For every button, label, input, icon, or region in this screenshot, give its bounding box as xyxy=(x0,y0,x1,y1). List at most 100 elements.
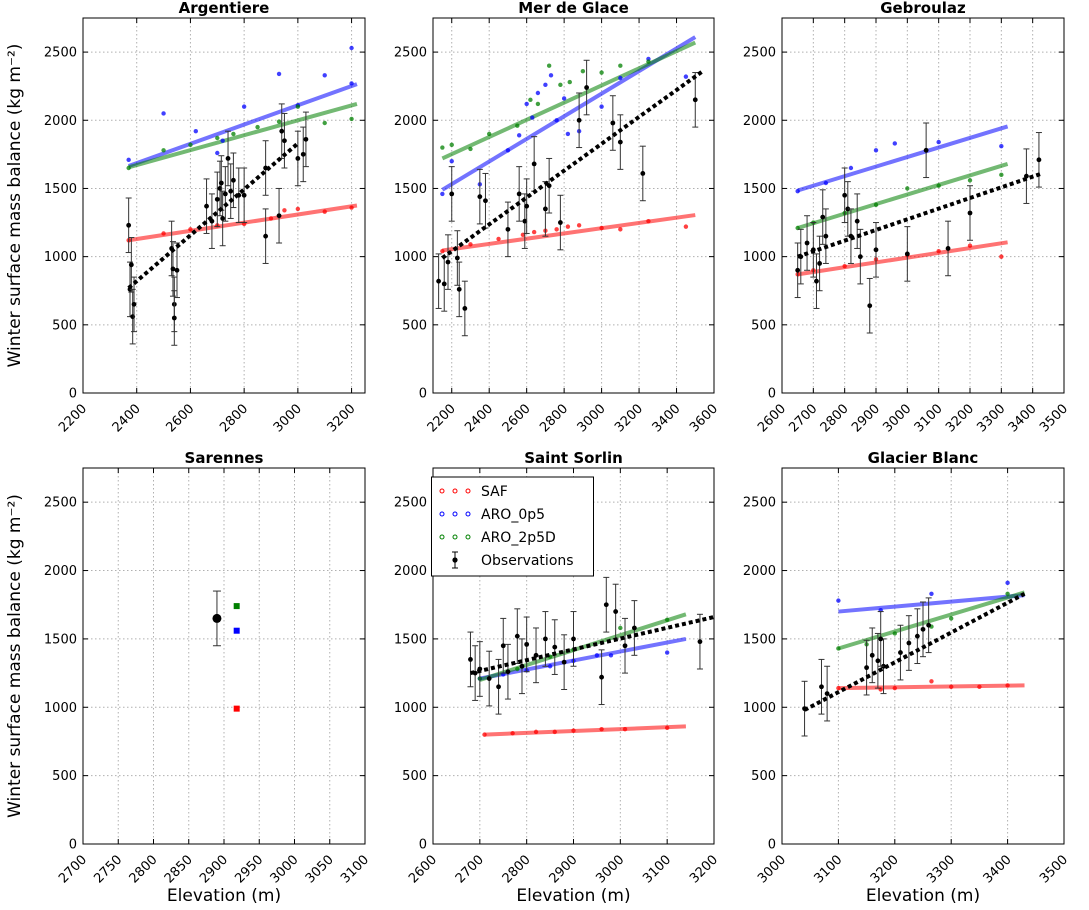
obs-point xyxy=(170,266,176,272)
x-tick-label: 3100 xyxy=(338,852,372,886)
obs-point xyxy=(845,206,851,212)
obs-point-large xyxy=(212,613,222,623)
saf-point xyxy=(683,224,689,229)
saf-point xyxy=(482,732,487,737)
obs-point xyxy=(561,659,567,665)
obs-point xyxy=(454,255,460,261)
panel-title: Gebroulaz xyxy=(880,0,966,17)
obs-point xyxy=(820,214,826,220)
obs-point xyxy=(584,85,590,90)
y-tick-label: 1000 xyxy=(394,701,427,716)
x-tick-label: 2850 xyxy=(162,852,196,886)
obs-point xyxy=(824,691,830,696)
saf-point xyxy=(967,243,973,248)
aro0p5-point xyxy=(543,82,548,88)
x-tick-label: 3200 xyxy=(687,852,721,886)
saf-point xyxy=(836,685,841,691)
x-tick-label: 2700 xyxy=(56,852,90,886)
saf-point xyxy=(571,728,576,733)
aro2p5-point xyxy=(349,116,354,122)
aro0p5-point xyxy=(535,90,541,96)
aro2p5-point xyxy=(515,666,520,672)
aro2p5-point xyxy=(836,646,841,651)
x-tick-label: 2200 xyxy=(56,401,90,435)
aro2p5-point xyxy=(126,165,131,171)
panel-title: Saint Sorlin xyxy=(524,449,623,467)
y-tick-label: 2500 xyxy=(743,496,776,511)
obs-point xyxy=(869,652,875,658)
aro2p5-point xyxy=(322,120,327,126)
legend-aro0p5-marker xyxy=(452,511,458,517)
x-tick-label: 3500 xyxy=(1037,401,1071,435)
obs-point xyxy=(276,213,282,219)
obs-point xyxy=(524,203,530,209)
aro0p5-fit-line xyxy=(479,636,687,681)
aro2p5-point xyxy=(528,97,533,103)
aro0p5-point xyxy=(530,115,535,120)
y-tick-label: 500 xyxy=(52,318,77,333)
y-tick-label: 2500 xyxy=(394,496,427,511)
y-tick-label: 1500 xyxy=(44,632,77,647)
obs-point xyxy=(622,643,628,649)
obs-point xyxy=(477,194,483,200)
aro2p5-fit-line xyxy=(837,590,1026,651)
saf-point xyxy=(468,242,473,247)
obs-point xyxy=(814,278,819,284)
obs-point xyxy=(128,262,134,268)
aro0p5-point xyxy=(594,653,600,658)
obs-point xyxy=(524,641,530,647)
obs-point xyxy=(864,665,869,671)
y-tick-label: 1500 xyxy=(44,182,77,197)
x-tick-label: 3000 xyxy=(755,852,789,886)
aro2p5-point xyxy=(618,625,623,631)
aro0p5-point xyxy=(548,73,554,78)
aro0p5-point xyxy=(683,74,689,79)
x-tick-label: 3000 xyxy=(268,852,302,886)
obs-point xyxy=(279,128,285,134)
aro2p5-point xyxy=(468,146,473,152)
saf-point xyxy=(977,684,982,689)
obs-fit-line xyxy=(127,141,300,290)
saf-point xyxy=(599,726,604,732)
legend-aro0p5-marker xyxy=(439,511,445,517)
aro2p5-point xyxy=(487,131,492,137)
y-tick-label: 2000 xyxy=(44,114,77,129)
obs-point xyxy=(692,97,698,103)
aro0p5-point xyxy=(618,75,623,81)
saf-point xyxy=(565,224,571,229)
aro0p5-point xyxy=(599,104,604,109)
aro2p5-point xyxy=(295,104,301,109)
x-tick-label: 2200 xyxy=(425,401,459,435)
obs-point xyxy=(599,674,604,680)
panel-title: Sarennes xyxy=(185,449,264,467)
x-tick-label: 3200 xyxy=(612,401,646,435)
saf-point xyxy=(646,218,651,224)
plot-area xyxy=(212,590,240,712)
aro2p5-point xyxy=(873,202,879,208)
saf-point xyxy=(929,679,934,684)
aro0p5-point xyxy=(565,131,571,137)
aro2p5-point xyxy=(936,183,941,188)
obs-point xyxy=(576,117,582,123)
aro0p5-point xyxy=(892,141,897,146)
obs-point xyxy=(295,156,301,161)
aro2p5-point xyxy=(567,79,572,85)
obs-point xyxy=(462,306,468,311)
aro0p5-point xyxy=(848,165,854,171)
x-tick-label: 3400 xyxy=(650,401,684,435)
obs-point xyxy=(543,636,548,642)
panel-title: Mer de Glace xyxy=(518,0,629,17)
obs-point xyxy=(898,650,903,655)
obs-point xyxy=(697,639,703,645)
x-tick-label: 3100 xyxy=(811,852,845,886)
obs-point xyxy=(220,216,226,221)
obs-point xyxy=(557,220,563,225)
obs-point xyxy=(483,198,488,204)
saf-fit-line xyxy=(484,724,686,737)
plot-area xyxy=(125,45,358,346)
x-tick-label: 3400 xyxy=(981,852,1015,886)
aro2p5-point xyxy=(255,124,260,130)
x-tick-label: 2900 xyxy=(197,852,231,886)
saf-point xyxy=(282,208,287,213)
